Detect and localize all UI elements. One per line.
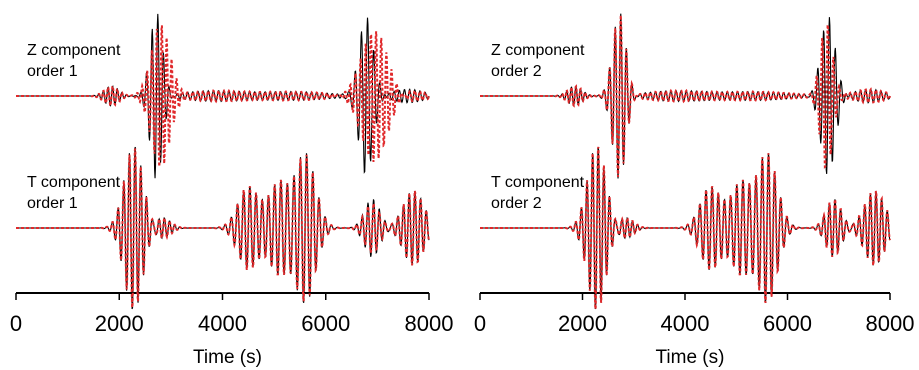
trace-label-component: T component	[491, 174, 585, 191]
x-tick-label: 0	[10, 311, 22, 336]
trace-label-component: Z component	[27, 42, 121, 59]
trace-line-red-dotted	[16, 25, 430, 167]
x-tick-label: 0	[474, 311, 486, 336]
x-tick-label: 4000	[661, 311, 710, 336]
x-tick-label: 6000	[301, 311, 350, 336]
chart-panel-2: 0 2000 4000 6000 8000 Time (s) Z component orde…	[474, 13, 915, 368]
x-tick-label: 2000	[558, 311, 607, 336]
trace-label-order: order 2	[491, 195, 542, 212]
trace-line-red-dotted	[16, 148, 430, 308]
x-tick-label: 4000	[198, 311, 247, 336]
trace-group-1: Z component order 1	[16, 13, 430, 179]
x-tick-label: 6000	[763, 311, 812, 336]
x-tick-label: 2000	[95, 311, 144, 336]
trace-label-order: order 1	[27, 63, 78, 80]
trace-group-1: Z component order 2	[480, 13, 891, 179]
x-axis-label: Time (s)	[656, 347, 725, 368]
trace-group-2: T component order 2	[480, 146, 891, 310]
trace-line-red-dotted	[480, 146, 891, 310]
x-tick-label: 8000	[866, 311, 915, 336]
trace-label-order: order 1	[27, 195, 78, 212]
trace-label-component: T component	[27, 174, 121, 191]
trace-label-order: order 2	[491, 63, 542, 80]
x-axis-label: Time (s)	[193, 347, 262, 368]
chart-panel-1: 0 2000 4000 6000 8000 Time (s) Z component orde…	[10, 13, 454, 368]
trace-line-black	[16, 13, 430, 179]
x-tick-label: 8000	[405, 311, 454, 336]
trace-label-component: Z component	[491, 42, 585, 59]
trace-group-2: T component order 1	[16, 146, 430, 310]
trace-line-red-dotted	[480, 15, 891, 177]
